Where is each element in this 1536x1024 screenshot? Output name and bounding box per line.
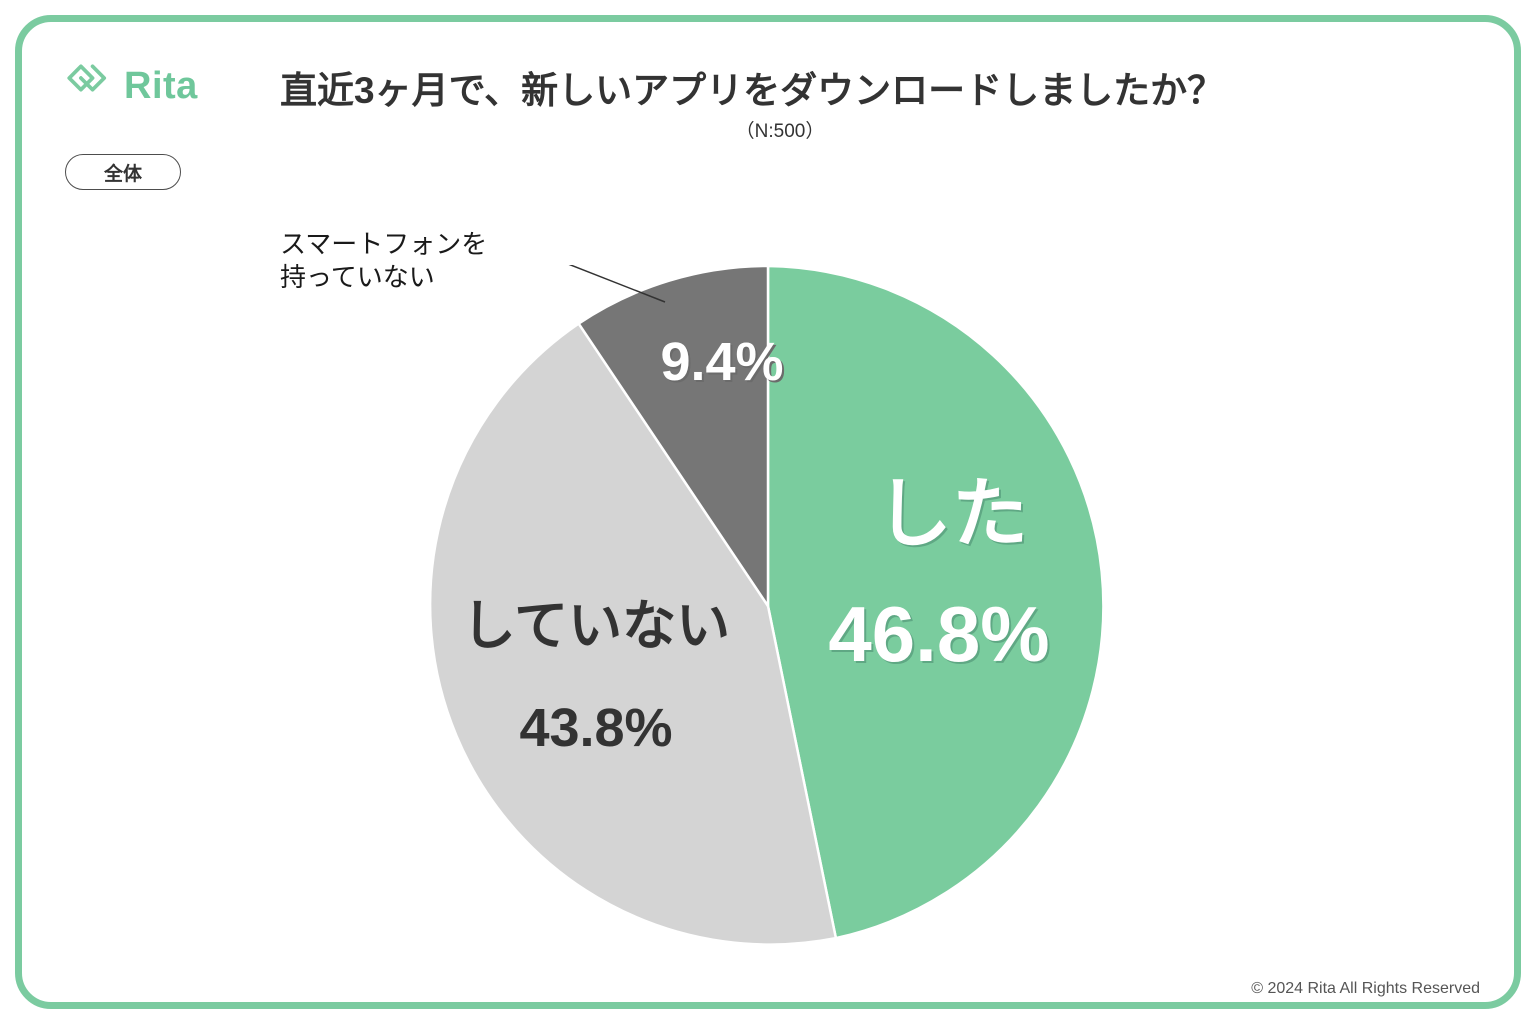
svg-text:した: した [876, 472, 1028, 557]
svg-text:43.8%: 43.8% [519, 698, 672, 758]
svg-text:9.4%: 9.4% [660, 332, 783, 392]
svg-text:46.8%: 46.8% [828, 590, 1049, 678]
svg-text:していない: していない [462, 596, 730, 656]
